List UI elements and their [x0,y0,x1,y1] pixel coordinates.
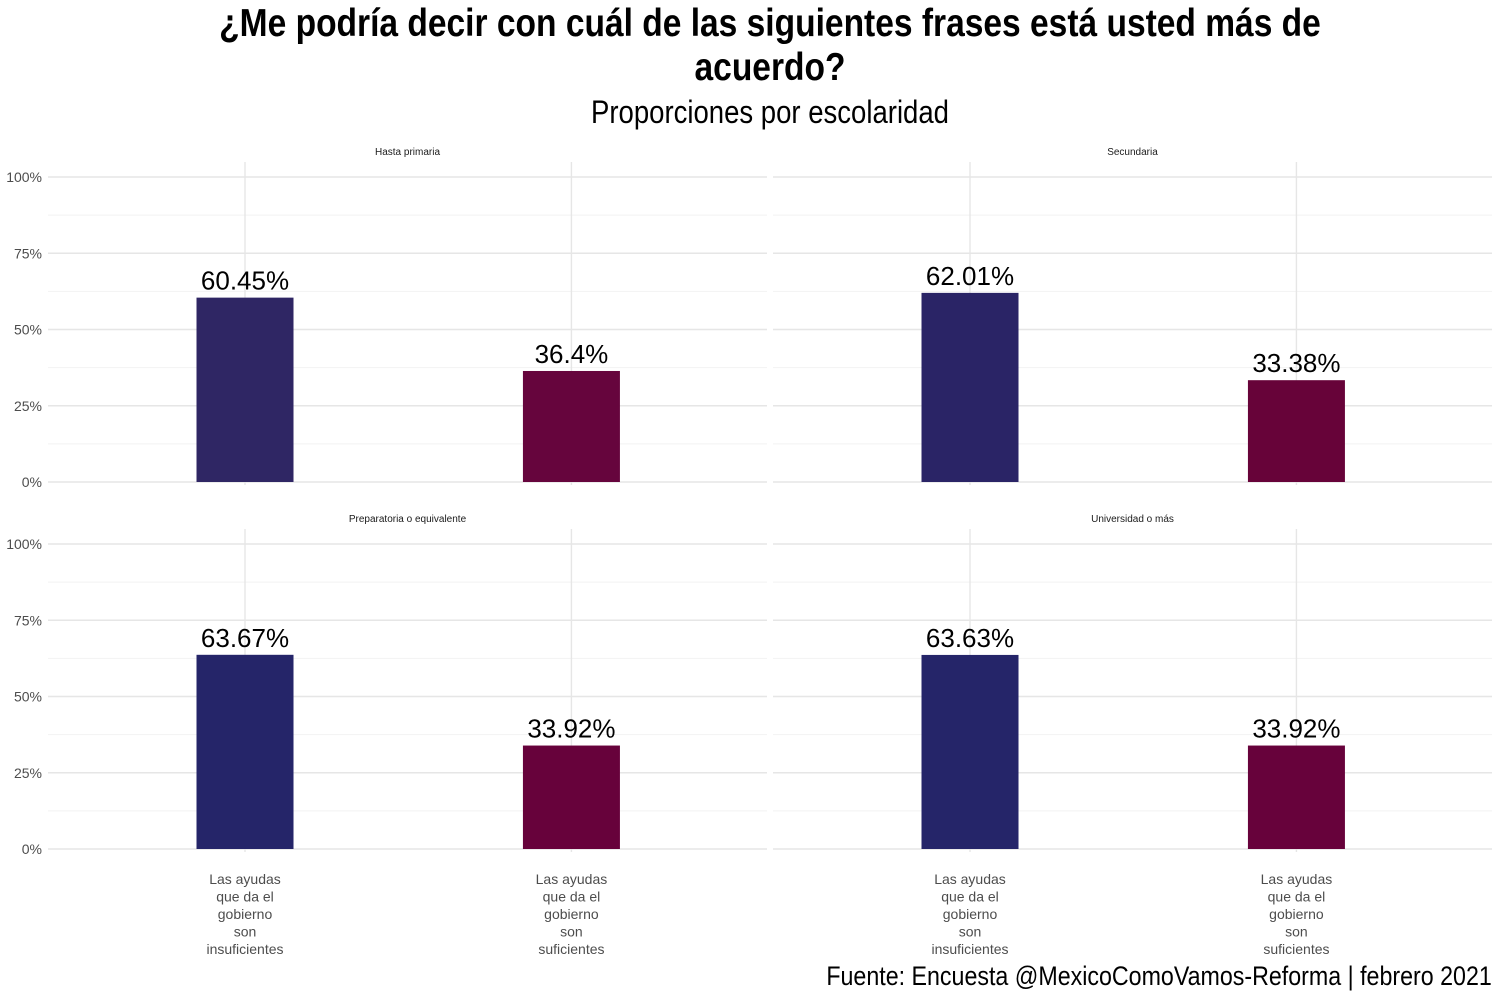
facet-strip-label: Universidad o más [1091,514,1174,525]
x-tick-label-line: suficientes [538,941,604,957]
facet-strip-label: Hasta primaria [375,147,440,158]
data-label: 63.63% [926,623,1014,653]
y-tick-label: 50% [14,689,42,705]
x-tick-label-line: Las ayudas [934,871,1006,887]
x-tick-label-line: Las ayudas [209,871,281,887]
x-tick-label: Las ayudas que da el gobierno son suficiente… [1261,871,1333,957]
y-tick-label: 75% [14,612,42,628]
bar [1247,745,1345,849]
x-tick-label-line: Las ayudas [536,871,608,887]
facet-strip-label: Secundaria [1107,147,1158,158]
y-tick-label: 25% [14,765,42,781]
chart-title-line-2: acuerdo? [694,46,846,89]
y-tick-label: 50% [14,322,42,338]
x-tick-label-line: son [234,924,257,940]
x-tick-label-line: que da el [543,889,601,905]
y-tick-label: 100% [6,536,42,552]
x-tick-label-line: que da el [1268,889,1326,905]
x-tick-label-line: que da el [941,889,999,905]
y-tick-label: 100% [6,169,42,185]
data-label: 62.01% [926,261,1014,291]
data-label: 33.92% [527,714,615,744]
bar [522,370,620,482]
x-tick-label-line: Las ayudas [1261,871,1333,887]
facet-strip-label: Preparatoria o equivalente [349,514,467,525]
y-tick-label: 75% [14,245,42,261]
x-tick-label-line: gobierno [1269,906,1324,922]
data-label: 36.4% [535,339,609,369]
chart-title-line-1: ¿Me podría decir con cuál de las siguien… [219,2,1321,45]
bar [196,654,294,849]
x-tick-label-line: son [560,924,583,940]
x-tick-label-line: son [959,924,982,940]
bar [921,292,1019,482]
x-tick-label-line: suficientes [1263,941,1329,957]
x-tick-label-line: insuficientes [931,941,1008,957]
x-tick-label-line: que da el [216,889,274,905]
source-caption: Fuente: Encuesta @MexicoComoVamos-Reform… [826,961,1492,991]
bar [921,654,1019,849]
bar [522,745,620,849]
x-tick-label: Las ayudas que da el gobierno son insuficien… [206,871,283,957]
x-tick-label-line: gobierno [943,906,998,922]
x-tick-label: Las ayudas que da el gobierno son suficiente… [536,871,608,957]
chart-title: ¿Me podría decir con cuál de las siguien… [108,2,1432,90]
y-tick-label: 25% [14,398,42,414]
data-label: 33.38% [1252,348,1340,378]
bar [1247,380,1345,482]
x-tick-label: Las ayudas que da el gobierno son insuficien… [931,871,1008,957]
y-tick-label: 0% [22,474,42,490]
y-tick-label: 0% [22,841,42,857]
x-tick-label-line: son [1285,924,1308,940]
bar [196,297,294,482]
data-label: 63.67% [201,623,289,653]
chart-subtitle: Proporciones por escolaridad [591,94,949,130]
x-tick-label-line: insuficientes [206,941,283,957]
x-tick-label-line: gobierno [544,906,599,922]
data-label: 33.92% [1252,714,1340,744]
x-tick-label-line: gobierno [218,906,273,922]
data-label: 60.45% [201,266,289,296]
